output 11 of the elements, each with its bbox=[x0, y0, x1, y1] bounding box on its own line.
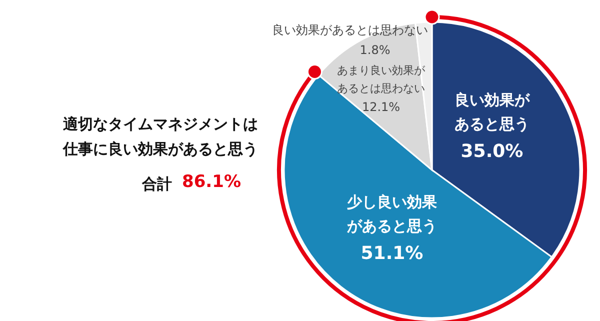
text: 適切なタイムマネジメントは仕事に良い効果があると思う bbox=[62, 114, 258, 160]
slice-label: あまり良い効果があるとは思わない bbox=[336, 63, 426, 97]
slice-label: 少し良い効果があると思う bbox=[346, 192, 438, 237]
text: 合計 bbox=[142, 174, 172, 195]
slice-label: 良い効果があるとは思わない bbox=[272, 22, 428, 39]
data-label: 12.1% bbox=[362, 99, 400, 116]
data-label: 51.1% bbox=[360, 242, 424, 266]
slice-label: 良い効果があると思う bbox=[454, 90, 531, 135]
text: 86.1% bbox=[182, 171, 241, 194]
data-label: 1.8% bbox=[360, 42, 390, 59]
data-label: 35.0% bbox=[460, 140, 524, 164]
